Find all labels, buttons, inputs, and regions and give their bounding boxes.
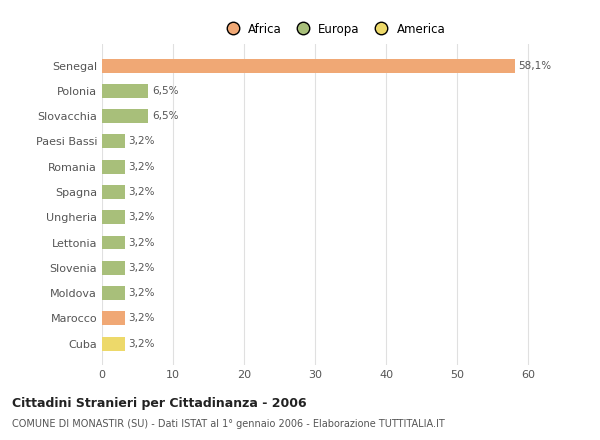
- Text: 3,2%: 3,2%: [128, 136, 155, 147]
- Bar: [102, 109, 148, 123]
- Text: 3,2%: 3,2%: [128, 263, 155, 273]
- Text: 3,2%: 3,2%: [128, 212, 155, 222]
- Text: 3,2%: 3,2%: [128, 313, 155, 323]
- Bar: [102, 160, 125, 174]
- Text: 6,5%: 6,5%: [152, 86, 178, 96]
- Text: 6,5%: 6,5%: [152, 111, 178, 121]
- Bar: [102, 84, 148, 98]
- Text: 3,2%: 3,2%: [128, 161, 155, 172]
- Text: 3,2%: 3,2%: [128, 187, 155, 197]
- Bar: [102, 312, 125, 325]
- Bar: [102, 135, 125, 148]
- Bar: [102, 210, 125, 224]
- Text: 58,1%: 58,1%: [518, 61, 551, 70]
- Bar: [102, 337, 125, 351]
- Text: 3,2%: 3,2%: [128, 288, 155, 298]
- Bar: [102, 261, 125, 275]
- Bar: [102, 59, 515, 73]
- Text: COMUNE DI MONASTIR (SU) - Dati ISTAT al 1° gennaio 2006 - Elaborazione TUTTITALI: COMUNE DI MONASTIR (SU) - Dati ISTAT al …: [12, 419, 445, 429]
- Bar: [102, 185, 125, 199]
- Text: Cittadini Stranieri per Cittadinanza - 2006: Cittadini Stranieri per Cittadinanza - 2…: [12, 397, 307, 410]
- Text: 3,2%: 3,2%: [128, 238, 155, 248]
- Text: 3,2%: 3,2%: [128, 339, 155, 348]
- Bar: [102, 286, 125, 300]
- Legend: Africa, Europa, America: Africa, Europa, America: [216, 18, 450, 40]
- Bar: [102, 235, 125, 249]
